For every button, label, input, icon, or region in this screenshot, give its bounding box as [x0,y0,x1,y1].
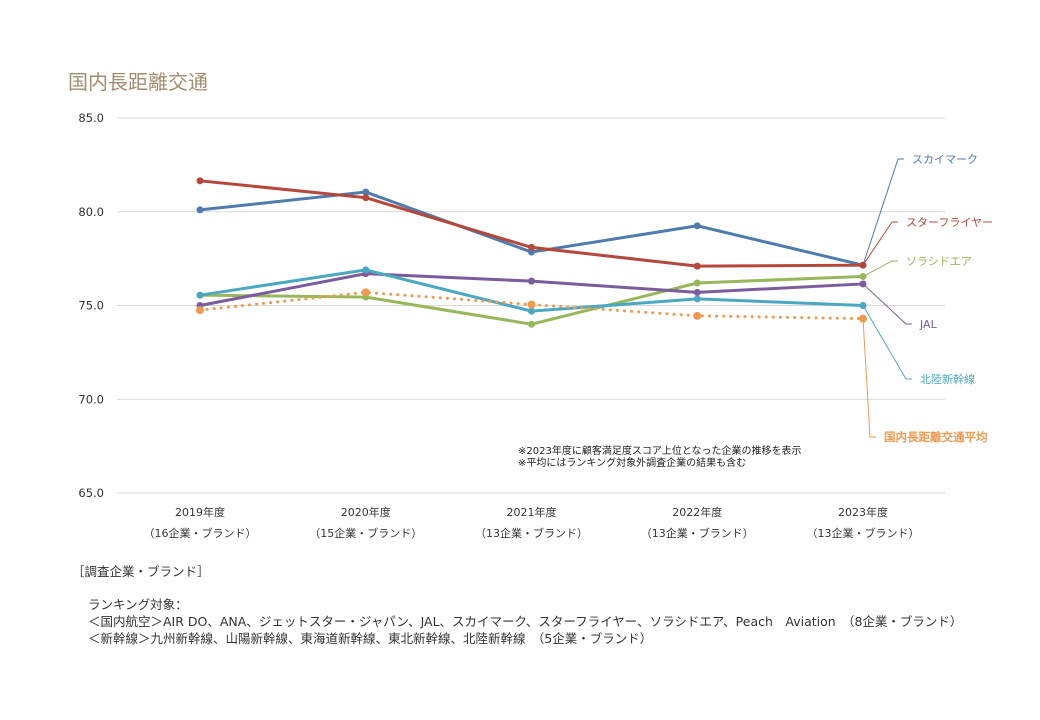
annotation: ※2023年度に顧客満足度スコア上位となった企業の推移を表示 [518,444,802,457]
y-tick-label: 85.0 [78,111,104,125]
data-point [362,194,370,202]
footer-line-airlines: ＜国内航空＞AIR DO、ANA、ジェットスター・ジャパン、JAL、スカイマーク… [88,614,963,629]
x-tick-label: 2020年度 [341,505,391,519]
footer-line-shinkansen: ＜新幹線＞九州新幹線、山陽新幹線、東海道新幹線、東北新幹線、北陸新幹線 （5企業… [88,631,653,646]
leader-line [862,305,912,380]
data-point [693,262,701,270]
series-label: 北陸新幹線 [920,372,975,386]
x-tick-sublabel: （13企業・ブランド） [475,526,588,540]
y-tick-label: 80.0 [78,205,104,219]
leader-line [862,260,898,277]
leader-line [862,221,898,266]
data-point [362,188,370,196]
line-chart: 65.0 70.0 75.0 80.0 85.0 2019年度 （16企業・ブランド） 202… [78,111,993,540]
leader-line [862,318,876,438]
data-point [196,291,204,299]
x-tick-sublabel: （15企業・ブランド） [309,526,422,540]
x-tick-label: 2021年度 [507,505,557,519]
data-point [528,320,535,328]
series-label: スターフライヤー [906,216,993,229]
series-label: スカイマーク [912,153,978,166]
data-point [528,307,535,315]
data-point [196,206,204,214]
data-point [693,311,702,320]
series-label: ソラシドエア [906,255,972,268]
data-point [527,300,536,309]
series-label: 国内長距離交通平均 [884,430,988,444]
data-point [693,222,701,230]
footer-label: ランキング対象： [88,597,188,612]
leader-line [862,283,912,325]
leader-line [862,158,904,266]
x-tick-sublabel: （13企業・ブランド） [641,526,754,540]
data-point [528,277,535,285]
x-tick-label: 2023年度 [838,505,888,519]
x-tick-sublabel: （16企業・ブランド） [144,526,257,540]
y-tick-label: 75.0 [78,299,104,313]
data-point [693,279,701,287]
y-tick-label: 70.0 [78,392,104,406]
data-point [361,288,370,297]
data-point [362,266,370,274]
data-point [693,288,701,296]
x-tick-sublabel: （13企業・ブランド） [807,526,920,540]
chart-title: 国内長距離交通 [68,70,208,94]
x-tick-label: 2019年度 [175,505,225,519]
footer-heading: ［調査企業・ブランド］ [72,564,210,579]
annotation: ※平均にはランキング対象外調査企業の結果も含む [518,456,746,469]
data-point [528,243,535,251]
data-point [196,177,204,185]
x-tick-label: 2022年度 [672,505,722,519]
data-point [196,306,204,315]
series-label: JAL [919,318,938,331]
data-point [693,295,701,303]
y-tick-label: 65.0 [78,486,104,500]
